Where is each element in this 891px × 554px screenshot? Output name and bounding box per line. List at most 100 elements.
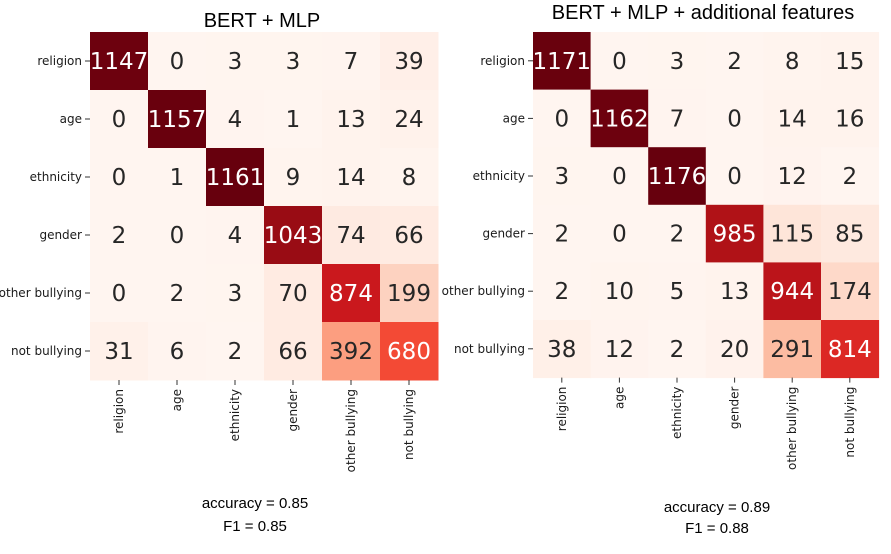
heatmap-cell [90,206,149,265]
cell-value-label: 0 [170,223,185,249]
heatmap-cell [705,262,764,321]
cell-value-label: 2 [170,281,185,307]
heatmap-cell [148,322,207,381]
cell-value-label: 1157 [148,107,207,133]
cell-value-label: 9 [286,165,301,191]
cell-value-label: 12 [778,164,807,190]
heatmap-cell [821,89,880,148]
heatmap-cell [322,32,381,91]
heatmap-cell [264,148,323,207]
cell-value-label: 66 [394,223,423,249]
cell-value-label: 14 [336,165,365,191]
cell-value-label: 0 [112,281,127,307]
cell-value-label: 1161 [206,165,265,191]
heatmap-cell [648,32,707,91]
chart-title: BERT + MLP [204,10,321,32]
cell-value-label: 4 [228,107,243,133]
x-tick-label: not bullying [843,387,857,458]
y-tick-label: gender [39,228,82,242]
y-tick-label: age [60,112,82,126]
heatmap-cell [148,32,207,91]
x-tick-label: ethnicity [228,389,242,441]
cell-value-label: 0 [112,107,127,133]
accuracy-label: accuracy = 0.85 [202,495,308,512]
heatmap-cell [648,89,707,148]
cell-value-label: 39 [394,49,423,75]
cell-value-label: 2 [554,279,569,305]
heatmap-cell [648,147,707,206]
heatmap-cell [322,148,381,207]
cell-value-label: 1 [170,165,185,191]
y-tick-label: religion [480,54,525,68]
heatmap-cell [705,89,764,148]
heatmap-cell [206,32,265,91]
heatmap-cell [148,206,207,265]
f1-label: F1 = 0.88 [685,520,749,537]
cell-value-label: 985 [713,222,757,248]
heatmap-cell [148,148,207,207]
heatmap-cell [264,32,323,91]
cell-value-label: 70 [278,281,307,307]
cell-value-label: 3 [228,281,243,307]
heatmap-cell [322,90,381,149]
cell-value-label: 3 [286,49,301,75]
cell-value-label: 392 [329,339,373,365]
heatmap-cell [380,32,439,91]
cell-value-label: 15 [835,49,864,75]
cell-value-label: 85 [835,222,864,248]
heatmap-cell [590,89,649,148]
cell-value-label: 14 [778,106,807,132]
heatmap-cell [206,322,265,381]
x-tick-label: other bullying [785,387,799,470]
cell-value-label: 2 [228,339,243,365]
heatmap-cell [90,32,149,91]
heatmap-cell [705,32,764,91]
heatmap-cell [648,262,707,321]
heatmap-cell [264,264,323,323]
heatmap-cell [90,264,149,323]
heatmap-cell [380,322,439,381]
cell-value-label: 1043 [264,223,323,249]
heatmap-cell [206,264,265,323]
y-tick-label: not bullying [11,344,82,358]
cell-value-label: 944 [770,279,814,305]
cell-value-label: 7 [670,106,685,132]
heatmap-cell [206,90,265,149]
cell-value-label: 0 [612,222,627,248]
cell-value-label: 0 [612,164,627,190]
y-tick-label: ethnicity [30,170,82,184]
cell-value-label: 1 [286,107,301,133]
heatmap-cell [590,262,649,321]
heatmap-cell [821,262,880,321]
cell-value-label: 31 [104,339,133,365]
y-tick-label: other bullying [0,286,82,300]
heatmap-cell [648,204,707,263]
cell-value-label: 38 [547,337,576,363]
heatmap-cell [322,264,381,323]
cell-value-label: 8 [785,49,800,75]
cell-value-label: 12 [605,337,634,363]
y-tick-label: ethnicity [473,169,525,183]
x-tick-label: religion [112,389,126,434]
cell-value-label: 16 [835,106,864,132]
x-tick-label: other bullying [344,389,358,472]
heatmap-cell [763,204,822,263]
heatmap-cell [90,322,149,381]
y-tick-label: not bullying [454,342,525,356]
heatmap-cell [533,320,592,379]
heatmap-cell [763,32,822,91]
cell-value-label: 874 [329,281,373,307]
cell-value-label: 13 [336,107,365,133]
cell-value-label: 66 [278,339,307,365]
heatmap-cell [763,147,822,206]
heatmap-cell [648,320,707,379]
cell-value-label: 4 [228,223,243,249]
heatmap-cell [533,89,592,148]
cell-value-label: 2 [670,337,685,363]
heatmap-cell [705,204,764,263]
heatmap-cell [206,206,265,265]
heatmap-cell [264,322,323,381]
